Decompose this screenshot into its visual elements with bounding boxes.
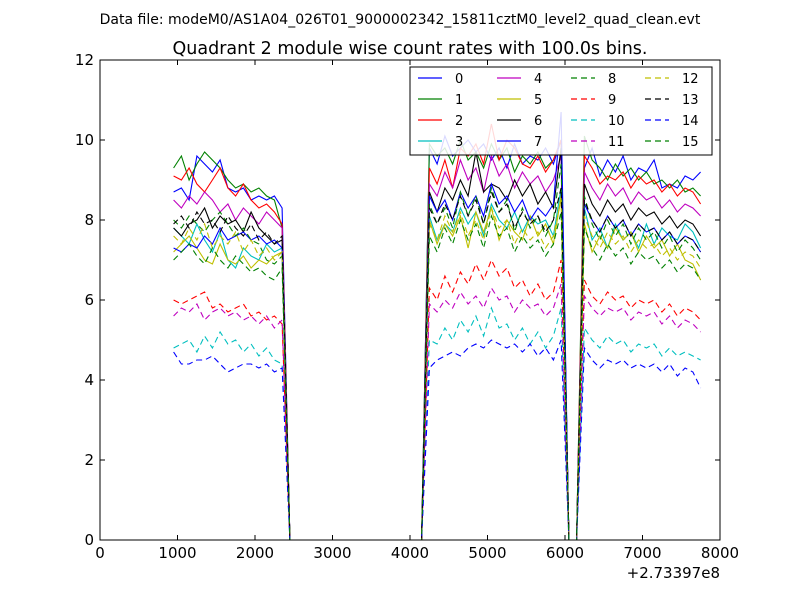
series-line-15 (173, 211, 702, 541)
y-tick-label: 4 (84, 371, 94, 389)
series-line-0 (173, 134, 701, 541)
legend-label-11: 11 (608, 135, 625, 150)
legend-label-0: 0 (455, 72, 463, 87)
y-tick-label: 0 (84, 531, 94, 549)
series-line-14 (173, 339, 702, 541)
x-tick-label: 8000 (701, 544, 739, 562)
legend-label-10: 10 (608, 114, 625, 129)
y-tick-label: 12 (75, 51, 94, 69)
y-tick-label: 10 (75, 131, 94, 149)
x-tick-label: 4000 (391, 544, 429, 562)
legend-label-8: 8 (608, 72, 616, 87)
x-offset-label: +2.73397e8 (627, 564, 720, 582)
chart-title: Quadrant 2 module wise count rates with … (173, 39, 648, 59)
suptitle: Data file: modeM0/AS1A04_026T01_90000023… (100, 12, 701, 28)
legend-label-9: 9 (608, 93, 616, 108)
legend-label-1: 1 (455, 93, 463, 108)
legend-label-2: 2 (455, 114, 463, 129)
series-line-3 (173, 187, 702, 541)
x-tick-label: 6000 (546, 544, 584, 562)
x-tick-label: 2000 (236, 544, 274, 562)
legend-label-4: 4 (534, 72, 542, 87)
series-line-7 (173, 111, 702, 541)
legend-label-3: 3 (455, 135, 463, 150)
x-tick-label: 7000 (623, 544, 661, 562)
axes: 0 1000 2000 3000 4000 5000 6000 7000 80000246810… (75, 51, 739, 562)
y-tick-label: 8 (84, 211, 94, 229)
series-line-2 (173, 123, 702, 541)
legend-label-7: 7 (534, 135, 542, 150)
x-tick-label: 3000 (313, 544, 351, 562)
legend-label-13: 13 (682, 93, 699, 108)
legend-box (409, 66, 713, 156)
series-line-5 (173, 195, 702, 541)
legend-label-14: 14 (682, 114, 699, 129)
series-line-1 (173, 135, 701, 541)
legend-label-15: 15 (682, 135, 699, 150)
x-tick-label: 0 (95, 544, 105, 562)
series-line-12 (173, 199, 702, 541)
legend-label-12: 12 (682, 72, 699, 87)
series-line-10 (173, 306, 701, 541)
series-lines (173, 111, 702, 541)
x-tick-label: 5000 (468, 544, 506, 562)
series-line-8 (173, 163, 702, 541)
y-tick-label: 2 (84, 451, 94, 469)
series-line-9 (173, 258, 701, 541)
series-line-4 (173, 154, 701, 541)
series-line-11 (173, 283, 701, 541)
x-tick-label: 1000 (158, 544, 196, 562)
legend-label-6: 6 (534, 114, 542, 129)
y-tick-label: 6 (84, 291, 94, 309)
legend-label-5: 5 (534, 93, 542, 108)
